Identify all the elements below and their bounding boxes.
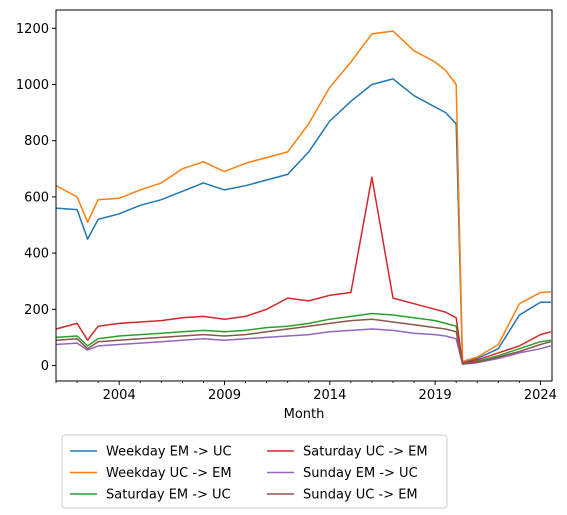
y-tick-label-0: 0 (41, 359, 49, 374)
x-tick-label-3: 2019 (419, 388, 452, 403)
x-axis-title: Month (284, 407, 325, 422)
ticks-layer: 0 200 400 600 800 1000 1200 2004 2009 2014 2019 202… (16, 22, 557, 403)
y-tick-label-4: 800 (24, 134, 49, 149)
legend-label-3: Saturday UC -> EM (303, 445, 428, 460)
y-tick-label-5: 1000 (16, 78, 49, 93)
y-tick-label-1: 200 (24, 303, 49, 318)
x-tick-label-4: 2024 (524, 388, 557, 403)
legend-label-5: Sunday UC -> EM (303, 488, 418, 503)
y-tick-label-2: 400 (24, 247, 49, 262)
plot-area (56, 10, 552, 381)
plot-frame (55, 9, 553, 382)
legend-items: Weekday EM -> UC Weekday UC -> EM Saturday… (70, 445, 428, 503)
x-tick-label-2: 2014 (313, 388, 346, 403)
y-tick-label-6: 1200 (16, 22, 49, 37)
x-tick-label-1: 2009 (208, 388, 241, 403)
legend-label-4: Sunday EM -> UC (303, 466, 418, 481)
legend-box (61, 434, 448, 509)
series-line-1 (55, 30, 551, 363)
series-line-0 (55, 78, 551, 364)
y-tick-label-3: 600 (24, 190, 49, 205)
x-tick-label-0: 2004 (103, 388, 136, 403)
legend-label-1: Weekday UC -> EM (106, 466, 232, 481)
series-line-3 (55, 176, 552, 365)
series-layer (55, 30, 552, 365)
series-line-5 (55, 318, 552, 365)
legend: Weekday EM -> UC Weekday UC -> EM Saturday… (61, 434, 448, 509)
legend-label-2: Saturday EM -> UC (106, 488, 231, 503)
legend-label-0: Weekday EM -> UC (106, 445, 232, 460)
